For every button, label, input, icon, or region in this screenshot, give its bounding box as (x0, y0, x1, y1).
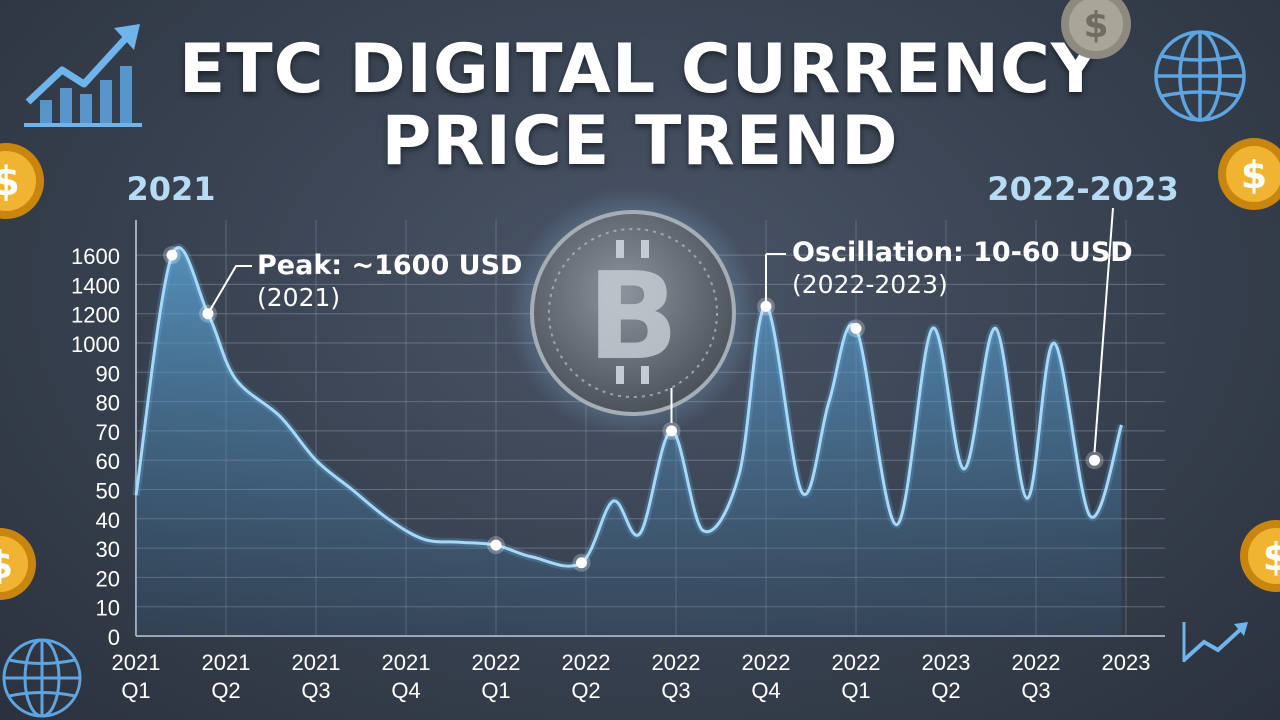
svg-text:$: $ (1241, 153, 1267, 197)
y-tick-label: 80 (96, 391, 120, 416)
marker-callout-line (1093, 207, 1114, 453)
y-tick-label: 1000 (71, 332, 120, 357)
annotation-connector (207, 265, 252, 315)
period-label-2022-2023: 2022-2023 (987, 170, 1178, 208)
globe-icon (2, 638, 82, 718)
oscillation-annotation-years: (2022-2023) (792, 270, 948, 299)
y-tick-label: 20 (96, 566, 120, 591)
x-tick-label: 2022 Q4 (742, 650, 791, 703)
price-area-fill (136, 247, 1122, 636)
chart-title: ETC DIGITAL CURRENCY PRICE TREND (0, 34, 1280, 178)
x-tick-label: 2022 Q3 (652, 650, 701, 703)
oscillation-annotation: Oscillation: 10-60 USD (792, 237, 1133, 268)
svg-text:B: B (587, 248, 678, 387)
y-tick-label: 40 (96, 508, 120, 533)
x-tick-label: 2021 Q2 (202, 650, 251, 703)
growth-chart-icon (1182, 622, 1248, 662)
y-tick-label: 1400 (71, 273, 120, 298)
x-tick-label: 2022 Q3 (1012, 650, 1061, 703)
dollar-coin-icon: $ (1061, 0, 1131, 59)
globe-icon (1154, 30, 1246, 122)
y-tick-label: 90 (96, 361, 120, 386)
y-tick-label: 1600 (71, 244, 120, 269)
y-tick-label: 60 (96, 449, 120, 474)
x-tick-label: 2021 Q1 (112, 650, 161, 703)
svg-text:$: $ (0, 543, 13, 587)
y-tick-label: 50 (96, 479, 120, 504)
y-tick-label: 1200 (71, 303, 120, 328)
x-tick-label: 2021 Q4 (382, 650, 431, 703)
dollar-coin-icon: $ (1218, 138, 1280, 210)
y-tick-label: 70 (96, 420, 120, 445)
title-line-1: ETC DIGITAL CURRENCY (178, 30, 1102, 109)
dollar-coin-icon: $ (0, 528, 36, 600)
x-tick-label: 2022 Q1 (832, 650, 881, 703)
data-point (1089, 454, 1100, 466)
growth-chart-icon (24, 24, 142, 127)
svg-text:$: $ (1263, 535, 1280, 579)
x-tick-label: 2022 Q2 (562, 650, 611, 703)
peak-annotation-year: (2021) (257, 283, 340, 312)
data-point (666, 425, 677, 437)
peak-annotation: Peak: ~1600 USD (257, 250, 522, 281)
data-point (490, 539, 502, 551)
svg-text:$: $ (0, 159, 20, 205)
x-tick-label: 2023 (1102, 650, 1151, 675)
y-tick-label: 30 (96, 537, 120, 562)
title-line-2: PRICE TREND (381, 102, 899, 181)
x-tick-label: 2021 Q3 (292, 650, 341, 703)
data-point (850, 322, 862, 334)
x-tick-label: 2022 Q1 (472, 650, 521, 703)
dollar-coin-icon: $ (0, 143, 44, 219)
data-point (576, 557, 587, 569)
bitcoin-coin-icon: B (508, 188, 758, 438)
y-tick-label: 0 (108, 625, 120, 650)
period-label-2021: 2021 (126, 170, 215, 208)
svg-text:$: $ (1083, 5, 1108, 46)
x-tick-label: 2023 Q2 (922, 650, 971, 703)
price-line (134, 245, 1123, 568)
dollar-coin-icon: $ (1240, 520, 1280, 592)
data-point (166, 249, 178, 261)
y-tick-label: 10 (96, 596, 120, 621)
